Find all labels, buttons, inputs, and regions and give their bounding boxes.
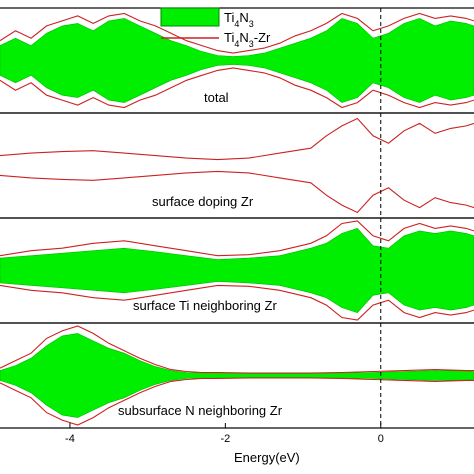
legend-label-2: Ti4N3-Zr [224, 30, 271, 49]
panel-label-surface-doping: surface doping Zr [152, 194, 254, 209]
panel-3-line-lower [0, 284, 474, 321]
x-tick-label-1: -4 [65, 433, 75, 445]
panel-label-subsurface-n: subsurface N neighboring Zr [118, 403, 283, 418]
panel-1-line-lower [0, 67, 474, 109]
panel-1-line-upper [0, 12, 474, 54]
x-axis-label: Energy(eV) [234, 450, 300, 465]
panel-2-line-lower [0, 170, 474, 214]
legend: Ti4N3 Ti4N3-Zr [160, 7, 271, 49]
panel-4-fill-area [0, 333, 474, 418]
panel-label-total: total [204, 90, 229, 105]
x-tick-label-2: -2 [220, 433, 230, 445]
panel-label-surface-ti: surface Ti neighboring Zr [133, 298, 277, 313]
panel-frame-4 [0, 322, 474, 429]
panel-3-fill-area [0, 228, 474, 313]
panel-4-line-upper [0, 325, 474, 374]
panel-4-line-lower [0, 377, 474, 426]
x-axis: -4 -2 0 [65, 423, 384, 445]
panel-4 [0, 322, 474, 429]
panels-layer [0, 7, 474, 429]
x-tick-label-3: 0 [378, 433, 384, 445]
legend-swatch-fill [160, 7, 220, 27]
panel-3-line-upper [0, 220, 474, 257]
panel-2-line-upper [0, 117, 474, 161]
legend-label-1: Ti4N3 [224, 10, 254, 29]
